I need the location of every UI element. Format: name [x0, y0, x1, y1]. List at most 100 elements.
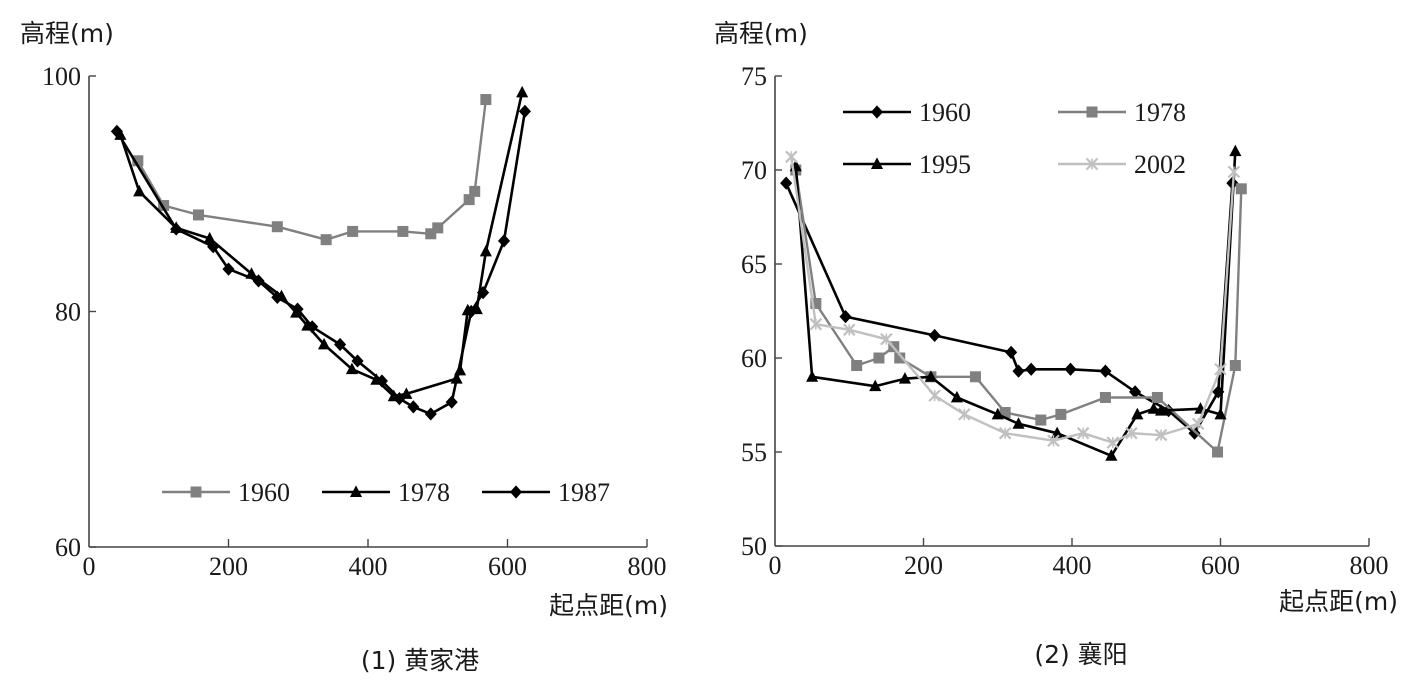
data-point-2002 [1047, 434, 1060, 447]
data-point-1987 [497, 234, 511, 248]
data-point-1987 [465, 304, 478, 319]
data-point-2002 [1214, 363, 1227, 376]
legend-item-1960: 1960 [843, 98, 971, 127]
data-point-2002 [928, 389, 941, 402]
data-point-1978 [1212, 446, 1224, 458]
data-point-1960 [132, 155, 144, 167]
data-point-1995 [869, 379, 882, 392]
x-tick-label: 600 [1201, 551, 1240, 580]
data-point-1987 [351, 354, 364, 368]
legend-item-1978: 1978 [322, 478, 450, 507]
data-point-1987 [393, 392, 406, 406]
data-point-1995 [950, 390, 963, 403]
series-line-2002 [790, 156, 1236, 444]
data-point-1995 [1155, 404, 1168, 416]
data-point-1995 [1147, 402, 1160, 414]
data-point-1995 [1105, 449, 1118, 461]
series-line-1978 [794, 169, 1243, 454]
series-1995 [789, 144, 1242, 461]
data-point-1978 [345, 362, 359, 375]
data-point-2002 [785, 150, 798, 164]
x-tick-label: 200 [904, 551, 943, 580]
data-point-1987 [207, 240, 220, 254]
data-point-1995 [1012, 417, 1025, 429]
y-tick-label: 60 [55, 533, 81, 562]
data-point-1960 [1025, 362, 1038, 376]
data-point-1987 [518, 104, 531, 118]
x-tick-label: 600 [488, 552, 527, 581]
data-point-1978 [1235, 183, 1247, 195]
chart1-ylabel: 高程(m) [20, 19, 114, 48]
legend-marker [190, 486, 202, 498]
x-tick-label: 0 [83, 552, 96, 581]
data-point-2002 [1154, 428, 1168, 442]
data-point-1978 [1229, 360, 1241, 372]
data-point-1960 [480, 94, 492, 106]
data-point-1960 [320, 234, 332, 246]
x-tick-label: 0 [769, 551, 782, 580]
data-point-1978 [203, 231, 216, 244]
data-point-1978 [400, 387, 413, 399]
data-point-1987 [222, 262, 235, 276]
data-point-1995 [1214, 407, 1227, 420]
data-point-1960 [271, 221, 283, 233]
data-point-1960 [397, 225, 409, 237]
series-1978 [790, 164, 1247, 458]
data-point-1987 [291, 302, 304, 316]
data-point-1960 [432, 222, 444, 234]
legend-label: 1960 [919, 98, 971, 127]
chart2-xlabel: 起点距(m) [1279, 587, 1398, 616]
series-1960 [132, 94, 492, 246]
legend-item-1978: 1978 [1058, 98, 1186, 127]
legend-marker [870, 105, 884, 119]
data-point-1978 [873, 352, 885, 364]
x-tick-label: 200 [209, 552, 248, 581]
legend-label: 1960 [238, 478, 290, 507]
data-point-1987 [445, 395, 458, 409]
legend-marker [509, 485, 523, 499]
legend: 1960 1978 1987 [162, 478, 610, 507]
data-point-1960 [193, 209, 205, 221]
data-point-1978 [479, 244, 492, 257]
data-point-1987 [407, 400, 420, 414]
legend-item-1960: 1960 [162, 478, 290, 507]
data-point-1995 [1131, 407, 1144, 420]
data-point-1978 [999, 407, 1011, 419]
data-point-1960 [469, 185, 481, 197]
data-point-1987 [110, 124, 123, 138]
data-point-1960 [780, 176, 793, 190]
y-tick-label: 65 [741, 250, 767, 279]
y-tick-label: 75 [741, 62, 767, 91]
data-point-1987 [271, 290, 284, 304]
data-point-1978 [810, 297, 822, 309]
legend-label: 1978 [1134, 98, 1186, 127]
data-point-1978 [1035, 414, 1047, 426]
data-point-1978 [516, 85, 529, 98]
data-point-1987 [375, 374, 388, 388]
data-point-1960 [158, 200, 170, 212]
legend-label: 1987 [558, 478, 610, 507]
data-point-1978 [1055, 408, 1067, 420]
chart1-caption: (1) 黄家港 [361, 646, 479, 675]
data-point-1960 [839, 310, 852, 324]
legend-item-2002: 2002 [1058, 150, 1186, 179]
legend-item-1987: 1987 [482, 478, 610, 507]
legend-item-1995: 1995 [843, 150, 971, 179]
data-point-1978 [1151, 391, 1163, 403]
y-tick-label: 50 [741, 532, 767, 561]
data-point-2002 [809, 317, 823, 331]
data-point-1995 [898, 372, 911, 384]
data-point-1995 [924, 370, 937, 382]
data-point-1995 [806, 370, 819, 382]
series-1987 [110, 104, 531, 421]
chart2-ylabel: 高程(m) [714, 19, 808, 48]
y-tick-label: 100 [42, 62, 81, 91]
legend-label: 1978 [398, 478, 450, 507]
data-point-1960 [1005, 345, 1018, 359]
data-point-1978 [894, 352, 906, 364]
data-point-2002 [1076, 426, 1090, 440]
legend: 1960 1978 1995 2002 [843, 98, 1186, 179]
data-point-2002 [1191, 417, 1205, 431]
y-tick-label: 55 [741, 438, 767, 467]
